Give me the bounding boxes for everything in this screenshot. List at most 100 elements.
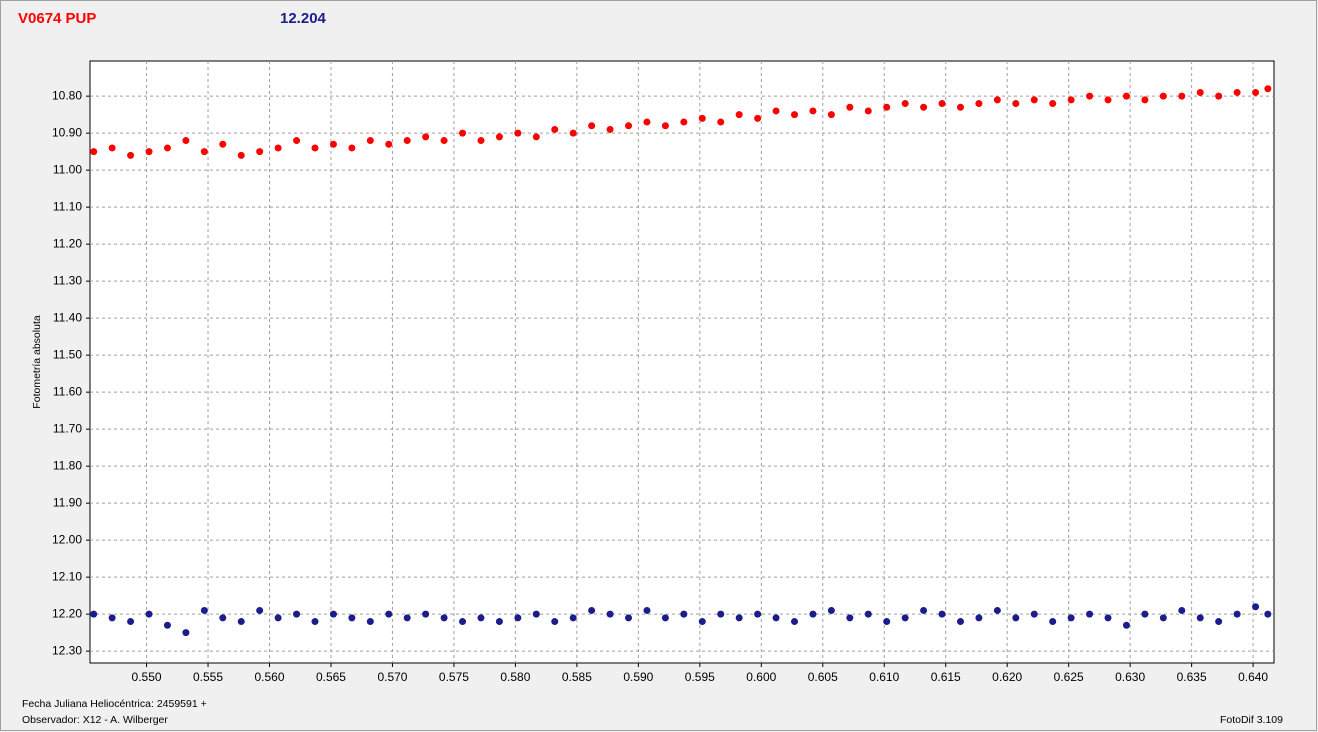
data-point (477, 137, 485, 145)
data-point (108, 614, 116, 622)
data-point (311, 144, 319, 152)
data-point (1141, 610, 1149, 618)
x-tick-label: 0.570 (377, 670, 407, 684)
data-point (256, 148, 264, 156)
y-tick-label: 11.70 (53, 421, 82, 435)
x-tick-label: 0.615 (931, 670, 961, 684)
data-point (1215, 618, 1223, 626)
data-point (108, 144, 116, 152)
data-point (237, 618, 245, 626)
data-point (274, 614, 282, 622)
y-tick-label: 12.30 (52, 643, 82, 657)
data-point (145, 610, 153, 618)
data-point (754, 610, 762, 618)
data-point (661, 122, 669, 130)
data-point (1122, 621, 1130, 629)
data-point (809, 610, 817, 618)
data-point (1215, 92, 1223, 100)
data-point (1030, 610, 1038, 618)
y-tick-label: 11.50 (53, 347, 82, 361)
data-point (588, 606, 596, 614)
data-point (200, 148, 208, 156)
data-point (643, 118, 651, 126)
data-point (1012, 614, 1020, 622)
data-point (1012, 100, 1020, 108)
data-point (993, 606, 1001, 614)
observer: Observador: X12 - A. Wilberger (22, 714, 168, 726)
data-point (754, 114, 762, 122)
data-point (1122, 92, 1130, 100)
data-point (90, 148, 98, 156)
y-tick-label: 11.10 (53, 199, 82, 213)
x-axis-label: Fecha Juliana Heliocéntrica: 2459591 + (22, 698, 207, 710)
data-point (348, 614, 356, 622)
data-point (1104, 614, 1112, 622)
data-point (274, 144, 282, 152)
data-point (329, 140, 337, 148)
data-point (735, 614, 743, 622)
data-point (901, 100, 909, 108)
data-point (846, 614, 854, 622)
data-point (698, 618, 706, 626)
data-point (532, 133, 540, 141)
data-point (145, 148, 153, 156)
data-point (348, 144, 356, 152)
x-tick-label: 0.630 (1115, 670, 1145, 684)
data-point (551, 618, 559, 626)
data-point (698, 114, 706, 122)
data-point (422, 610, 430, 618)
y-tick-label: 12.10 (52, 569, 82, 583)
data-point (90, 610, 98, 618)
data-point (1067, 614, 1075, 622)
y-axis-label: Fotometría absoluta (31, 315, 43, 409)
data-point (459, 618, 467, 626)
x-tick-label: 0.600 (746, 670, 776, 684)
data-point (477, 614, 485, 622)
data-point (1178, 606, 1186, 614)
data-point (975, 614, 983, 622)
x-tick-label: 0.550 (132, 670, 162, 684)
software: FotoDif 3.109 (1220, 714, 1283, 726)
data-point (846, 103, 854, 111)
data-point (956, 103, 964, 111)
data-point (625, 122, 633, 130)
data-point (809, 107, 817, 115)
data-point (385, 610, 393, 618)
data-point (790, 618, 798, 626)
x-tick-label: 0.620 (992, 670, 1022, 684)
data-point (1086, 92, 1094, 100)
y-tick-label: 11.00 (53, 162, 82, 176)
data-point (1264, 610, 1272, 618)
data-point (329, 610, 337, 618)
data-point (1233, 88, 1241, 96)
data-point (938, 100, 946, 108)
data-point (182, 137, 190, 145)
data-point (625, 614, 633, 622)
x-tick-label: 0.580 (500, 670, 530, 684)
y-tick-label: 11.30 (53, 273, 82, 287)
data-point (901, 614, 909, 622)
data-point (1049, 100, 1057, 108)
data-point (422, 133, 430, 141)
x-tick-label: 0.595 (685, 670, 715, 684)
x-tick-label: 0.635 (1177, 670, 1207, 684)
data-point (883, 103, 891, 111)
data-point (717, 118, 725, 126)
data-point (1252, 603, 1260, 611)
data-point (827, 111, 835, 119)
data-point (1252, 88, 1260, 96)
x-tick-label: 0.565 (316, 670, 346, 684)
y-tick-label: 12.00 (52, 532, 82, 546)
data-point (127, 618, 135, 626)
x-tick-label: 0.610 (869, 670, 899, 684)
data-point (588, 122, 596, 130)
x-tick-label: 0.575 (439, 670, 469, 684)
data-point (532, 610, 540, 618)
data-point (606, 610, 614, 618)
y-tick-label: 11.60 (53, 384, 82, 398)
data-point (514, 129, 522, 137)
data-point (1159, 92, 1167, 100)
data-point (1159, 614, 1167, 622)
data-point (219, 614, 227, 622)
